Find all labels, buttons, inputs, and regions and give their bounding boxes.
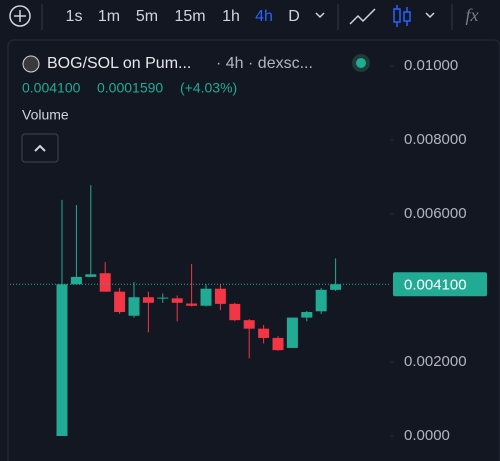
chart-panel <box>7 39 500 461</box>
add-plus <box>14 10 26 22</box>
candle-body <box>171 298 183 303</box>
y-tick-label: 0.002000 <box>404 353 467 370</box>
candle-body <box>272 337 284 351</box>
candle-body <box>99 273 111 292</box>
y-tick-label: 0.0000 <box>404 427 450 444</box>
interval-button[interactable]: 1h <box>222 8 240 25</box>
y-tick-label: 0.006000 <box>404 205 467 222</box>
collapse-button[interactable] <box>21 133 59 163</box>
status-dot <box>356 58 366 68</box>
candle-body <box>330 284 342 290</box>
header-change: 0.0001590 <box>97 80 163 96</box>
header-change-percent: (+4.03%) <box>180 80 237 96</box>
price-label: 0.004100 <box>404 276 467 293</box>
y-tick-label: 0.008000 <box>404 131 467 148</box>
line-chart-icon[interactable] <box>349 8 376 25</box>
interval-button[interactable]: 4h <box>255 8 273 25</box>
candle-icon-wick <box>396 5 408 27</box>
candle-body <box>70 276 82 285</box>
candle-icon[interactable] <box>393 5 411 27</box>
candle-body <box>301 312 313 318</box>
chart-type-dropdown[interactable] <box>425 12 435 19</box>
candle-body <box>157 297 169 299</box>
candle-body <box>243 320 255 329</box>
candle-body <box>56 284 68 436</box>
interval-button[interactable]: D <box>288 8 300 25</box>
candle-body <box>258 328 270 338</box>
interval-button[interactable]: 15m <box>174 8 205 25</box>
candle-body <box>200 288 212 306</box>
interval-dropdown[interactable] <box>315 12 325 19</box>
candle-body <box>229 303 241 321</box>
add-icon[interactable] <box>9 5 31 27</box>
volume-label: Volume <box>22 107 69 123</box>
candle-body <box>286 317 298 348</box>
header-price: 0.004100 <box>22 80 81 96</box>
price-label-box <box>393 272 487 297</box>
candle-body <box>186 303 198 306</box>
candle-body <box>114 291 126 313</box>
candle-body <box>128 297 140 316</box>
interval-button[interactable]: 1s <box>66 8 83 25</box>
interval-button[interactable]: 5m <box>136 8 158 25</box>
interval-button[interactable]: 1m <box>98 8 120 25</box>
collapse-chevron <box>34 144 46 152</box>
candle-body <box>214 288 226 304</box>
toolbar: 1s 1m 5m 15m 1h 4h D fx <box>9 4 479 30</box>
candle-body <box>85 274 97 277</box>
y-tick-label: 0.01000 <box>404 57 458 74</box>
indicators-button[interactable]: fx <box>466 5 479 25</box>
pair-details: · 4h · dexsc... <box>216 55 313 72</box>
candle-body <box>315 289 327 312</box>
token-avatar <box>22 55 40 73</box>
candle-body <box>142 297 154 303</box>
pair-title: BOG/SOL on Pum... <box>47 55 191 72</box>
